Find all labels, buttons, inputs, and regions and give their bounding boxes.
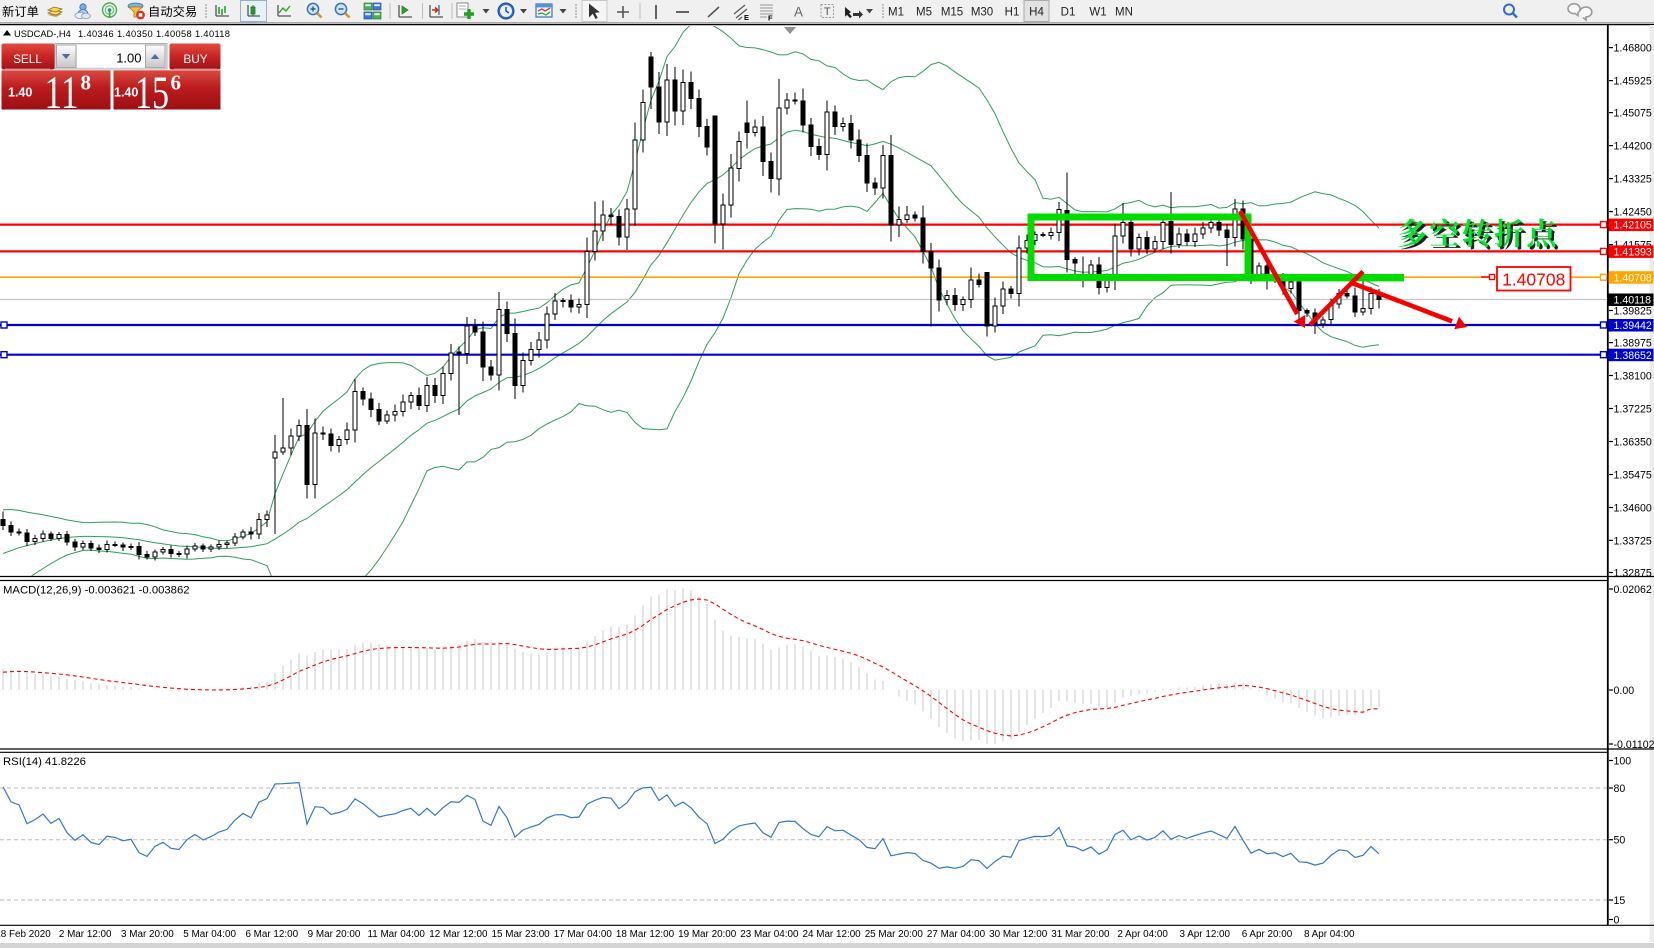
svg-text:MN: MN	[1115, 7, 1133, 19]
svg-text:1.40118: 1.40118	[1614, 295, 1652, 307]
svg-text:15: 15	[1614, 895, 1626, 907]
svg-text:1.39442: 1.39442	[1614, 320, 1652, 332]
svg-text:1.43325: 1.43325	[1614, 174, 1652, 186]
svg-text:8: 8	[81, 71, 92, 95]
svg-text:1.45075: 1.45075	[1614, 108, 1652, 120]
svg-text:25 Mar 20:00: 25 Mar 20:00	[865, 929, 924, 940]
svg-text:3 Apr 12:00: 3 Apr 12:00	[1180, 929, 1231, 940]
svg-text:E: E	[744, 13, 749, 22]
svg-text:30 Mar 12:00: 30 Mar 12:00	[989, 929, 1048, 940]
svg-text:1.38652: 1.38652	[1614, 350, 1652, 362]
svg-text:8 Apr 04:00: 8 Apr 04:00	[1304, 929, 1355, 940]
svg-text:1.38975: 1.38975	[1614, 338, 1652, 350]
svg-text:0.02062: 0.02062	[1614, 584, 1652, 596]
svg-text:A: A	[794, 5, 803, 20]
svg-text:D1: D1	[1061, 7, 1076, 19]
svg-text:M30: M30	[971, 7, 993, 19]
svg-text:3 Mar 20:00: 3 Mar 20:00	[121, 929, 174, 940]
svg-text:H4: H4	[1029, 7, 1044, 19]
svg-text:1.44200: 1.44200	[1614, 141, 1652, 153]
svg-text:1.41393: 1.41393	[1614, 247, 1652, 259]
svg-text:1.39825: 1.39825	[1614, 305, 1652, 317]
svg-text:BUY: BUY	[183, 52, 207, 66]
svg-text:W1: W1	[1089, 7, 1106, 19]
svg-text:5 Mar 04:00: 5 Mar 04:00	[183, 929, 236, 940]
svg-text:1.37225: 1.37225	[1614, 403, 1652, 415]
svg-text:15 Mar 23:00: 15 Mar 23:00	[491, 929, 550, 940]
svg-text:28 Feb 2020: 28 Feb 2020	[0, 929, 51, 940]
svg-text:M1: M1	[888, 7, 904, 19]
svg-text:0: 0	[1614, 914, 1620, 926]
svg-text:31 Mar 20:00: 31 Mar 20:00	[1051, 929, 1110, 940]
svg-text:50: 50	[1614, 835, 1626, 847]
svg-text:18 Mar 12:00: 18 Mar 12:00	[616, 929, 675, 940]
svg-text:1.32875: 1.32875	[1614, 567, 1652, 579]
svg-text:-0.011023: -0.011023	[1614, 739, 1654, 751]
svg-text:24 Mar 12:00: 24 Mar 12:00	[802, 929, 861, 940]
svg-text:2 Apr 04:00: 2 Apr 04:00	[1117, 929, 1168, 940]
svg-text:MACD(12,26,9) -0.003621 -0.003: MACD(12,26,9) -0.003621 -0.003862	[3, 585, 190, 597]
svg-text:11 Mar 04:00: 11 Mar 04:00	[367, 929, 425, 940]
svg-text:1.46800: 1.46800	[1614, 43, 1652, 55]
svg-text:SELL: SELL	[13, 52, 42, 66]
svg-text:1.40346 1.40350 1.40058 1.4011: 1.40346 1.40350 1.40058 1.40118	[78, 29, 230, 39]
svg-text:17 Mar 04:00: 17 Mar 04:00	[554, 929, 613, 940]
svg-text:1.34600: 1.34600	[1614, 502, 1652, 514]
svg-text:1.40: 1.40	[8, 86, 32, 100]
svg-text:6: 6	[171, 71, 182, 95]
svg-text:1.38100: 1.38100	[1614, 370, 1652, 382]
svg-text:0.00: 0.00	[1614, 685, 1635, 697]
svg-text:11: 11	[45, 67, 79, 119]
svg-text:27 Mar 04:00: 27 Mar 04:00	[927, 929, 986, 940]
svg-text:2 Mar 12:00: 2 Mar 12:00	[59, 929, 112, 940]
svg-text:6 Apr 20:00: 6 Apr 20:00	[1242, 929, 1293, 940]
svg-text:6 Mar 12:00: 6 Mar 12:00	[245, 929, 298, 940]
svg-text:1.45925: 1.45925	[1614, 76, 1652, 88]
svg-text:1.00: 1.00	[116, 51, 141, 66]
svg-text:1.40: 1.40	[114, 86, 138, 100]
svg-text:M5: M5	[916, 7, 932, 19]
svg-text:1.36350: 1.36350	[1614, 436, 1652, 448]
svg-text:19 Mar 20:00: 19 Mar 20:00	[678, 929, 737, 940]
svg-text:T: T	[824, 6, 831, 18]
svg-text:F: F	[768, 14, 773, 23]
svg-text:12 Mar 12:00: 12 Mar 12:00	[429, 929, 488, 940]
svg-text:1.40708: 1.40708	[1502, 270, 1565, 290]
svg-text:80: 80	[1614, 783, 1626, 795]
svg-text:9 Mar 20:00: 9 Mar 20:00	[308, 929, 361, 940]
svg-text:23 Mar 04:00: 23 Mar 04:00	[740, 929, 799, 940]
svg-text:USDCAD-,H4: USDCAD-,H4	[14, 29, 71, 39]
svg-text:1.42450: 1.42450	[1614, 207, 1652, 219]
svg-text:M15: M15	[941, 7, 963, 19]
svg-text:100: 100	[1614, 755, 1632, 767]
svg-text:1.33725: 1.33725	[1614, 535, 1652, 547]
svg-text:1.40708: 1.40708	[1614, 272, 1652, 284]
svg-text:H1: H1	[1005, 7, 1020, 19]
svg-text:1.35475: 1.35475	[1614, 469, 1652, 481]
svg-text:15: 15	[135, 67, 169, 119]
svg-text:RSI(14) 41.8226: RSI(14) 41.8226	[3, 756, 86, 768]
svg-text:1.42105: 1.42105	[1614, 220, 1652, 232]
